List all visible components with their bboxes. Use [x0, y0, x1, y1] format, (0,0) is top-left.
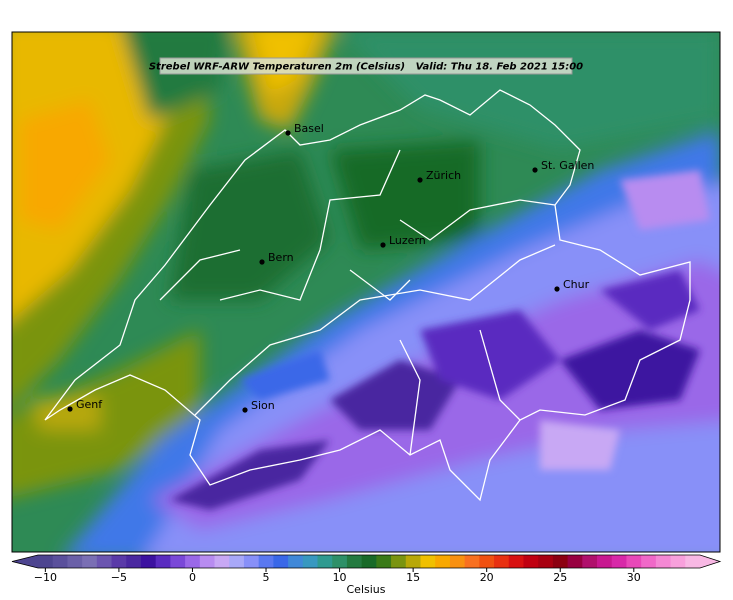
colorbar-segment: [229, 555, 245, 568]
city-dot: [67, 406, 73, 412]
colorbar-segment: [273, 555, 289, 568]
colorbar-segment: [302, 555, 319, 568]
colorbar-tick-label: 30: [627, 571, 641, 584]
city-label: Luzern: [389, 234, 426, 247]
colorbar-segment: [567, 555, 583, 568]
colorbar-tick-label: 25: [553, 571, 567, 584]
colorbar-segment: [494, 555, 510, 568]
colorbar-segment: [508, 555, 524, 568]
colorbar-segment: [464, 555, 480, 568]
colorbar-segment: [52, 555, 68, 568]
colorbar-segment: [170, 555, 186, 568]
colorbar-segment: [140, 555, 157, 568]
city-label: Bern: [268, 251, 294, 264]
colorbar-label: Celsius: [347, 583, 386, 596]
colorbar-segment: [670, 555, 686, 568]
colorbar-segment: [597, 555, 613, 568]
colorbar-segment: [538, 555, 554, 568]
city-label: Genf: [76, 398, 103, 411]
colorbar-outline: [11, 554, 722, 569]
colorbar-segment: [361, 555, 377, 568]
colorbar-tick-label: 5: [263, 571, 270, 584]
map-title: Strebel WRF-ARW Temperaturen 2m (Celsius…: [149, 62, 583, 73]
title-box: [159, 57, 573, 75]
colorbar-segment: [111, 555, 127, 568]
colorbar-segment: [96, 555, 113, 568]
city-dot: [285, 130, 291, 136]
city-label: Sion: [251, 399, 275, 412]
colorbar-segment: [317, 555, 333, 568]
colorbar-segment: [405, 555, 421, 568]
colorbar-segment: [185, 555, 201, 568]
colorbar-segment: [332, 555, 348, 568]
colorbar-tick-label: 20: [480, 571, 494, 584]
colorbar-tick-label: −10: [34, 571, 57, 584]
city-dot: [259, 259, 265, 265]
colorbar-segment: [641, 555, 657, 568]
colorbar-tick-label: 15: [406, 571, 420, 584]
colorbar-segment: [611, 555, 627, 568]
temperature-field: [12, 32, 720, 552]
colorbar-segment: [214, 555, 230, 568]
colorbar-segment: [479, 555, 495, 568]
colorbar-segment: [126, 555, 142, 568]
colorbar-extend-low: [12, 555, 38, 568]
colorbar-segment: [67, 555, 83, 568]
colorbar-segment: [376, 555, 392, 568]
colorbar-segment: [38, 555, 54, 568]
colorbar-segment: [155, 555, 171, 568]
city-label: St. Gallen: [541, 159, 594, 172]
colorbar-segment: [258, 555, 274, 568]
borders: [44, 89, 691, 502]
city-dot: [554, 286, 560, 292]
map-frame: [11, 31, 721, 553]
city-label: Basel: [294, 122, 324, 135]
city-label: Chur: [563, 278, 590, 291]
cities: Basel Zürich St. Gallen Bern Luzern Chur Genf S…: [67, 122, 594, 413]
colorbar-segment: [449, 555, 466, 568]
colorbar-segment: [523, 555, 539, 568]
colorbar-tick-label: 10: [333, 571, 347, 584]
city-dot: [242, 407, 248, 413]
colorbar-segment: [626, 555, 642, 568]
colorbar-segment: [685, 555, 701, 568]
colorbar-segment: [346, 555, 363, 568]
colorbar-segment: [82, 555, 98, 568]
colorbar-extend-high: [700, 555, 720, 568]
colorbar-segment: [435, 555, 451, 568]
colorbar-segment: [420, 555, 436, 568]
colorbar-segment: [552, 555, 569, 568]
colorbar-segment: [655, 555, 672, 568]
colorbar-tick-label: 0: [189, 571, 196, 584]
colorbar-tick-label: −5: [111, 571, 127, 584]
colorbar-segment: [243, 555, 260, 568]
colorbar-segment: [391, 555, 407, 568]
colorbar-segment: [199, 555, 216, 568]
city-dot: [417, 177, 423, 183]
colorbar-segment: [288, 555, 304, 568]
city-dot: [532, 167, 538, 173]
colorbar: −10 −5 0 5 10 15 20 25 30: [11, 554, 722, 584]
city-label: Zürich: [426, 169, 461, 182]
colorbar-segment: [582, 555, 598, 568]
city-dot: [380, 242, 386, 248]
